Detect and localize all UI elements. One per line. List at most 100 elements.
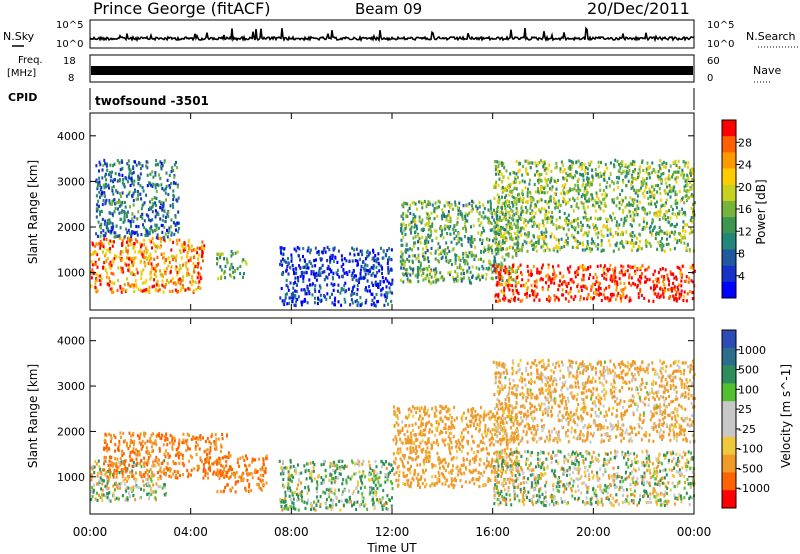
velocity-echo-cell: [309, 502, 312, 506]
power-echo-cell: [146, 184, 149, 188]
power-echo-cell: [417, 253, 420, 257]
velocity-echo-cell: [90, 473, 93, 477]
power-echo-cell: [407, 223, 410, 227]
power-echo-cell: [593, 198, 596, 202]
power-y-tick-label: 3000: [57, 175, 85, 188]
power-echo-cell: [598, 282, 601, 286]
power-echo-cell: [472, 200, 475, 204]
power-echo-cell: [413, 254, 416, 258]
power-echo-cell: [132, 183, 135, 187]
power-echo-cell: [674, 237, 677, 241]
power-echo-cell: [617, 226, 620, 230]
power-echo-cell: [558, 241, 560, 245]
power-echo-cell: [609, 298, 612, 302]
power-echo-cell: [557, 288, 560, 292]
power-echo-cell: [675, 180, 678, 184]
power-echo-cell: [592, 240, 595, 244]
power-echo-cell: [333, 282, 336, 287]
power-echo-cell: [100, 241, 103, 246]
power-echo-cell: [568, 221, 571, 225]
power-echo-cell: [445, 255, 447, 259]
power-echo-cell: [680, 274, 683, 278]
power-echo-cell: [466, 262, 469, 266]
power-echo-cell: [644, 268, 647, 272]
power-echo-cell: [574, 294, 577, 299]
power-echo-cell: [381, 267, 384, 271]
velocity-echo-cell: [109, 433, 112, 437]
power-echo-cell: [366, 289, 369, 293]
power-echo-cell: [362, 276, 365, 280]
power-echo-cell: [130, 233, 133, 237]
velocity-echo-cell: [297, 497, 300, 501]
power-echo-cell: [340, 264, 343, 269]
power-echo-cell: [504, 186, 507, 191]
power-echo-cell: [360, 264, 363, 269]
power-echo-cell: [482, 203, 485, 207]
nsky-tick-bottom: 10^0: [56, 39, 83, 50]
power-echo-cell: [659, 294, 662, 298]
power-echo-cell: [603, 201, 606, 205]
power-echo-cell: [106, 162, 108, 166]
power-echo-cell: [433, 207, 436, 211]
power-echo-cell: [571, 279, 574, 283]
power-echo-cell: [591, 203, 594, 207]
power-echo-cell: [375, 283, 378, 287]
power-echo-cell: [147, 261, 150, 265]
velocity-echo-cell: [165, 432, 168, 436]
power-echo-cell: [305, 292, 308, 296]
power-echo-cell: [488, 266, 490, 270]
velocity-echo-cell: [112, 492, 115, 496]
power-echo-cell: [570, 277, 573, 282]
power-echo-cell: [311, 264, 314, 268]
power-echo-cell: [659, 198, 662, 202]
power-echo-cell: [526, 209, 529, 213]
power-echo-cell: [122, 177, 125, 182]
power-echo-cell: [99, 282, 102, 286]
power-echo-cell: [602, 197, 605, 202]
power-echo-cell: [151, 237, 154, 241]
power-echo-cell: [390, 248, 393, 252]
power-echo-cell: [449, 272, 451, 277]
power-echo-cell: [467, 240, 470, 244]
power-echo-cell: [419, 200, 422, 204]
power-echo-cell: [480, 257, 482, 261]
power-echo-cell: [566, 223, 569, 227]
power-echo-cell: [464, 217, 467, 221]
power-echo-cell: [497, 243, 500, 248]
velocity-echo-cell: [158, 484, 161, 489]
velocity-echo-cell: [118, 482, 121, 486]
power-echo-cell: [518, 248, 521, 252]
power-echo-cell: [427, 223, 430, 228]
power-echo-cell: [176, 273, 179, 277]
power-echo-cell: [93, 271, 96, 275]
power-echo-cell: [673, 285, 676, 289]
power-echo-cell: [503, 298, 506, 302]
power-echo-cell: [620, 239, 623, 244]
power-echo-cell: [385, 291, 388, 295]
power-echo-cell: [611, 198, 614, 202]
power-echo-cell: [351, 259, 354, 263]
power-echo-cell: [549, 235, 552, 239]
power-echo-cell: [598, 205, 601, 209]
velocity-echo-cell: [374, 478, 377, 482]
velocity-echo-cell: [139, 496, 142, 500]
power-echo-cell: [435, 206, 438, 210]
power-echo-cell: [445, 224, 447, 228]
velocity-echo-cell: [131, 449, 134, 454]
velocity-echo-cell: [194, 447, 197, 451]
power-echo-cell: [616, 159, 619, 163]
power-echo-cell: [618, 223, 621, 227]
power-echo-cell: [648, 278, 651, 282]
power-echo-cell: [427, 228, 430, 232]
velocity-echo-cell: [145, 450, 148, 454]
power-echo-cell: [411, 259, 414, 263]
power-echo-cell: [568, 159, 571, 163]
power-echo-cell: [284, 293, 287, 297]
power-echo-cell: [383, 293, 386, 297]
power-echo-cell: [419, 263, 422, 267]
power-echo-cell: [337, 249, 340, 253]
power-echo-cell: [535, 240, 538, 245]
velocity-echo-cell: [135, 463, 138, 467]
power-echo-cell: [157, 284, 160, 288]
